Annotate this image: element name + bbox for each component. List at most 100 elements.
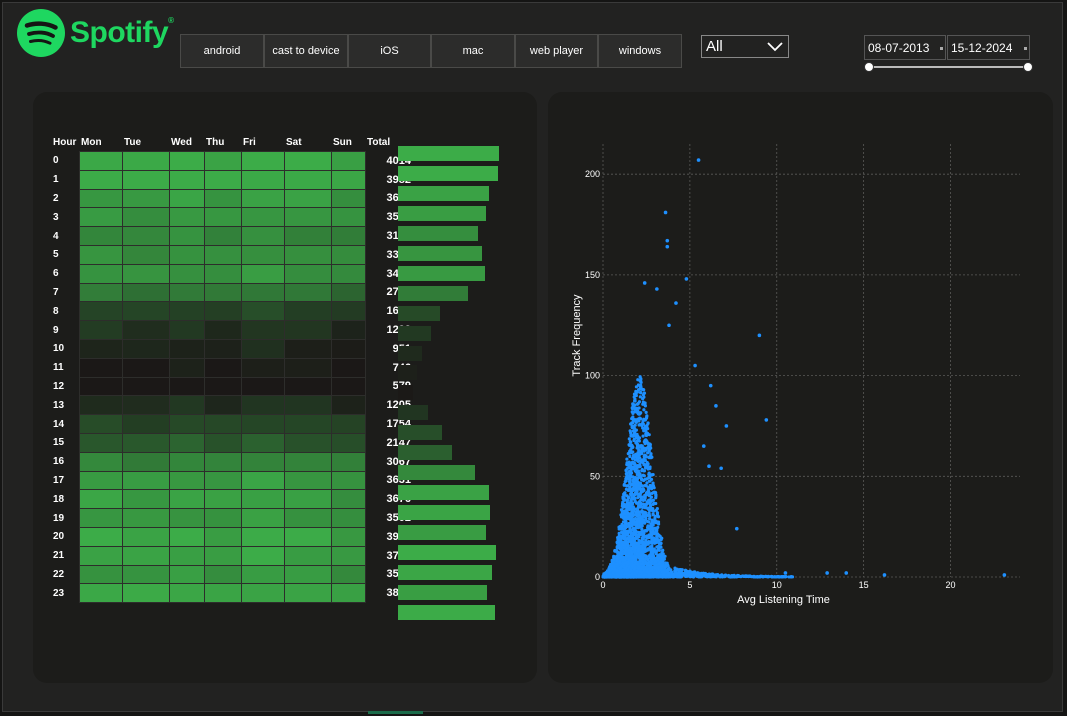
heatmap-cell[interactable] [168,244,205,265]
heatmap-cell[interactable] [203,414,242,434]
heatmap-cell[interactable] [78,564,123,585]
heatmap-cell[interactable] [168,489,205,510]
heatmap-cell[interactable] [283,489,332,510]
heatmap-cell[interactable] [283,432,332,453]
heatmap-cell[interactable] [240,545,285,566]
hour-total-bar[interactable] [398,345,422,361]
heatmap-cell[interactable] [240,188,285,209]
hour-total-bar[interactable] [398,385,413,401]
heatmap-cell[interactable] [240,583,285,604]
hour-total-bar[interactable] [398,146,499,161]
heatmap-cell[interactable] [203,489,242,510]
heatmap-cell[interactable] [168,376,205,397]
heatmap-cell[interactable] [168,169,205,190]
heatmap-cell[interactable] [121,451,170,472]
heatmap-cell[interactable] [121,432,170,453]
heatmap-cell[interactable] [203,338,242,359]
heatmap-cell[interactable] [78,583,123,604]
heatmap-cell[interactable] [240,282,285,303]
heatmap-cell[interactable] [283,414,332,434]
heatmap-cell[interactable] [121,151,170,171]
heatmap-cell[interactable] [330,169,366,190]
heatmap-cell[interactable] [121,320,170,340]
heatmap-cell[interactable] [240,263,285,284]
heatmap-cell[interactable] [121,226,170,246]
heatmap-cell[interactable] [168,226,205,246]
heatmap-cell[interactable] [121,489,170,510]
heatmap-cell[interactable] [78,188,123,209]
heatmap-cell[interactable] [330,338,366,359]
heatmap-cell[interactable] [168,188,205,209]
heatmap-cell[interactable] [78,489,123,510]
heatmap-cell[interactable] [330,207,366,228]
heatmap-cell[interactable] [121,338,170,359]
heatmap-cell[interactable] [78,244,123,265]
heatmap-cell[interactable] [330,545,366,566]
heatmap-cell[interactable] [168,263,205,284]
heatmap-cell[interactable] [203,357,242,378]
heatmap-cell[interactable] [78,470,123,491]
heatmap-cell[interactable] [330,263,366,284]
heatmap-cell[interactable] [203,432,242,453]
heatmap-cell[interactable] [203,188,242,209]
heatmap-cell[interactable] [203,395,242,416]
platform-button-0[interactable]: android [180,34,264,68]
heatmap-cell[interactable] [203,470,242,491]
heatmap-cell[interactable] [78,263,123,284]
hour-total-bar[interactable] [398,545,497,560]
heatmap-cell[interactable] [121,282,170,303]
heatmap-cell[interactable] [168,414,205,434]
heatmap-cell[interactable] [168,301,205,322]
heatmap-cell[interactable] [78,320,123,340]
heatmap-cell[interactable] [283,564,332,585]
heatmap-cell[interactable] [240,320,285,340]
heatmap-cell[interactable] [330,564,366,585]
heatmap-cell[interactable] [283,508,332,528]
heatmap-cell[interactable] [121,545,170,566]
heatmap-cell[interactable] [283,207,332,228]
heatmap-cell[interactable] [121,301,170,322]
heatmap-cell[interactable] [240,207,285,228]
heatmap-cell[interactable] [121,395,170,416]
heatmap-cell[interactable] [283,320,332,340]
heatmap-cell[interactable] [121,169,170,190]
heatmap-cell[interactable] [330,414,366,434]
heatmap-cell[interactable] [283,338,332,359]
platform-button-1[interactable]: cast to device [264,34,348,68]
heatmap-cell[interactable] [240,564,285,585]
heatmap-cell[interactable] [203,451,242,472]
heatmap-cell[interactable] [330,244,366,265]
platform-button-5[interactable]: windows [598,34,682,68]
date-range-start-handle[interactable] [864,62,874,72]
heatmap-cell[interactable] [168,583,205,604]
heatmap-cell[interactable] [168,526,205,547]
heatmap-cell[interactable] [240,470,285,491]
hour-total-bar[interactable] [398,604,495,620]
heatmap-cell[interactable] [78,376,123,397]
heatmap-cell[interactable] [283,357,332,378]
heatmap-cell[interactable] [240,451,285,472]
heatmap-cell[interactable] [203,320,242,340]
heatmap-cell[interactable] [240,338,285,359]
heatmap-cell[interactable] [330,470,366,491]
heatmap-cell[interactable] [240,357,285,378]
platform-button-4[interactable]: web player [515,34,598,68]
heatmap-cell[interactable] [283,263,332,284]
heatmap-cell[interactable] [330,489,366,510]
heatmap-cell[interactable] [121,263,170,284]
heatmap-cell[interactable] [203,583,242,604]
heatmap-cell[interactable] [121,244,170,265]
heatmap-cell[interactable] [203,244,242,265]
hour-total-bar[interactable] [398,305,440,321]
hour-total-bar[interactable] [398,485,490,501]
heatmap-cell[interactable] [330,320,366,340]
heatmap-cell[interactable] [168,320,205,340]
heatmap-cell[interactable] [283,470,332,491]
heatmap-cell[interactable] [168,151,205,171]
heatmap-cell[interactable] [168,395,205,416]
heatmap-cell[interactable] [240,414,285,434]
heatmap-cell[interactable] [168,338,205,359]
heatmap-cell[interactable] [330,376,366,397]
heatmap-cell[interactable] [168,470,205,491]
heatmap-cell[interactable] [78,395,123,416]
